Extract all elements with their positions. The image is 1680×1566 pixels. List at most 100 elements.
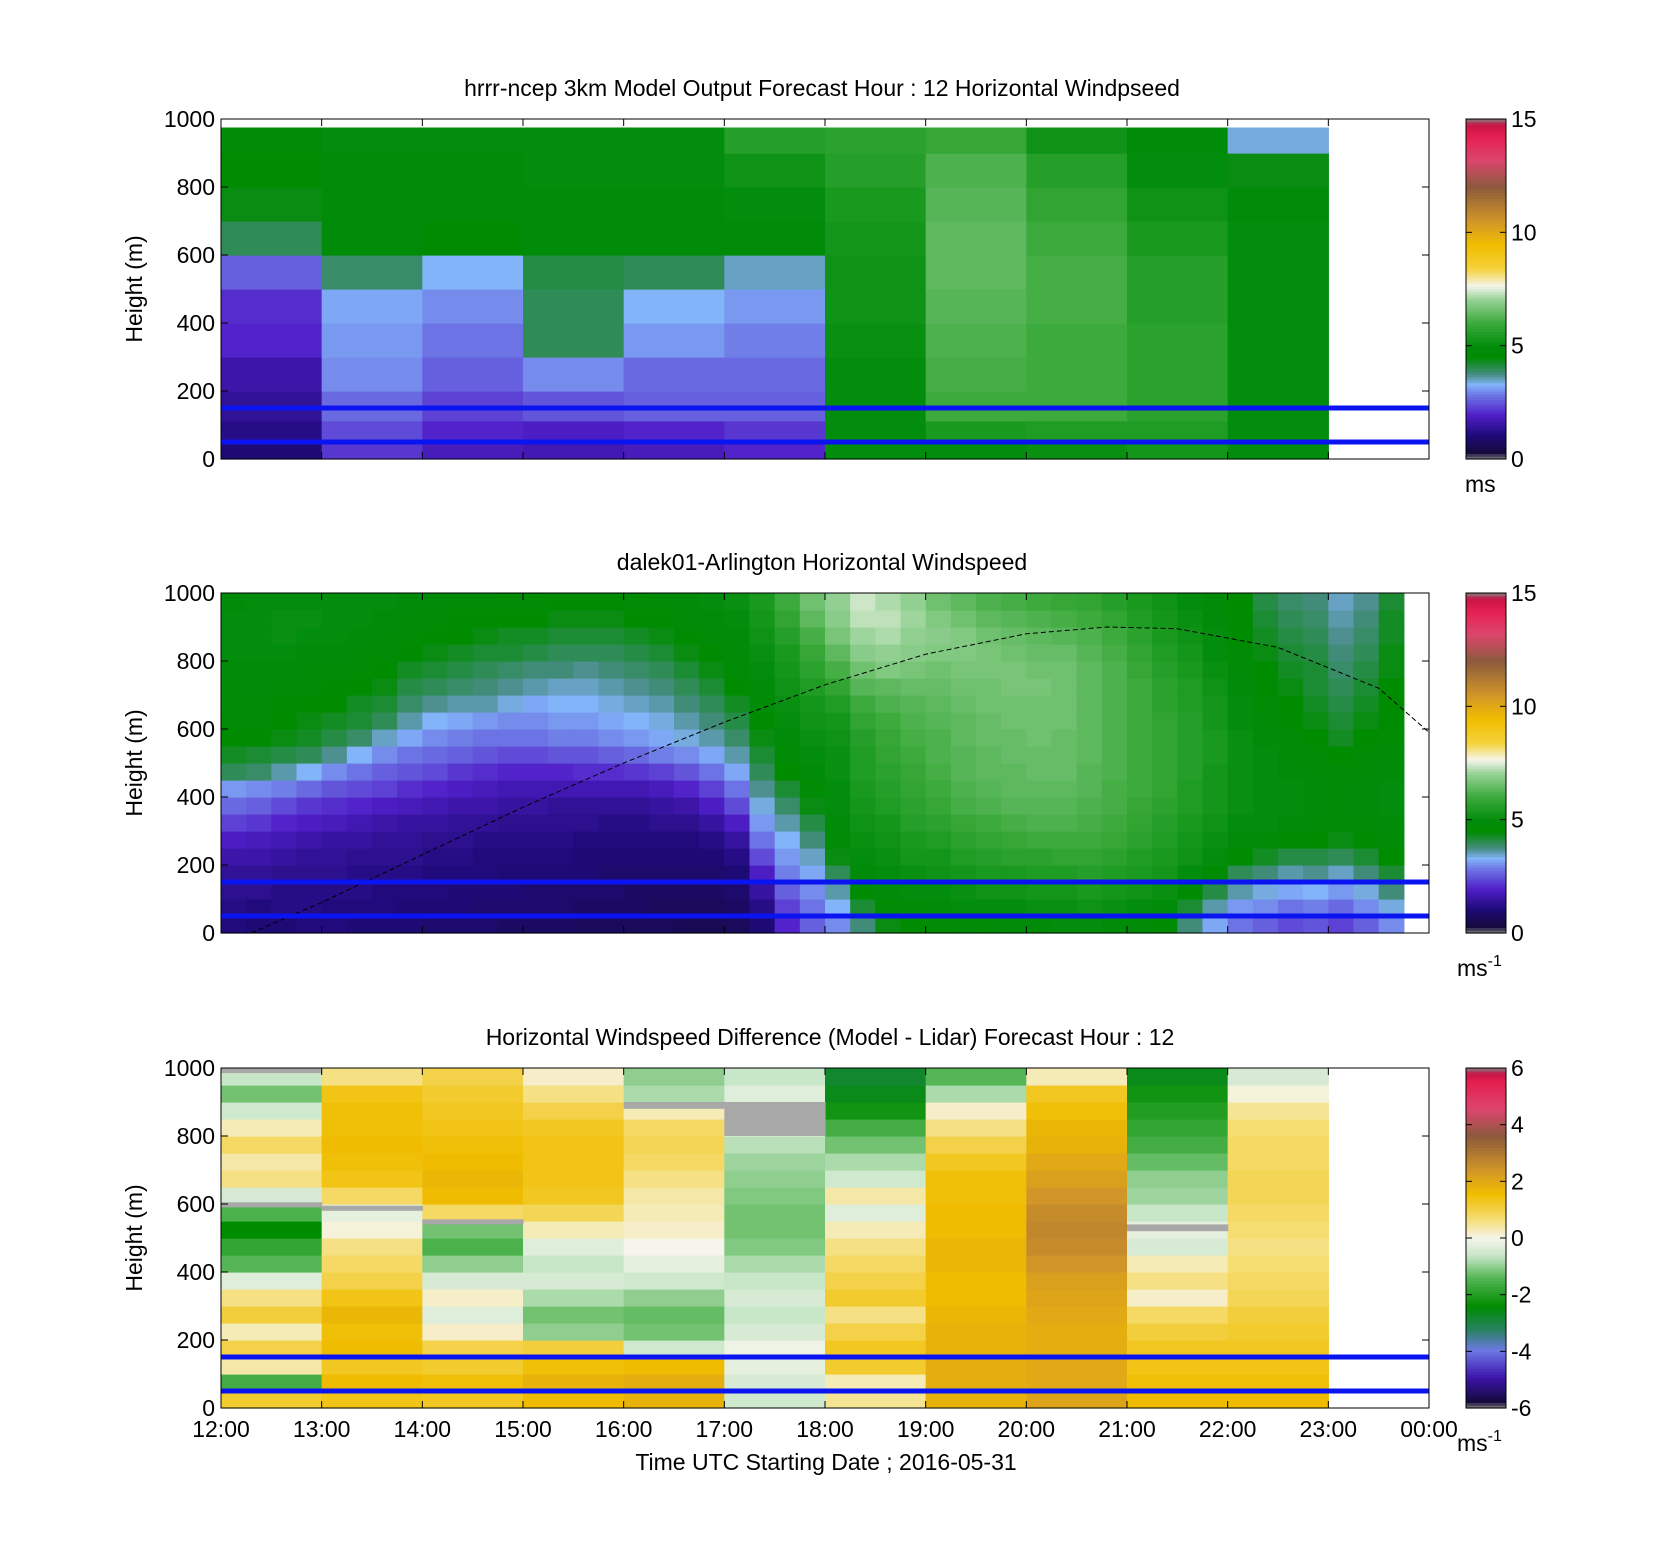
heatmap-cell	[1353, 814, 1380, 832]
heatmap-cell	[900, 746, 927, 764]
colorbar-segment	[1466, 703, 1506, 707]
heatmap-cell	[900, 593, 927, 611]
heatmap-cell	[1026, 661, 1053, 679]
heatmap-cell	[1378, 916, 1405, 934]
colorbar-segment	[1466, 399, 1506, 403]
x-tick-label: 19:00	[897, 1416, 955, 1442]
heatmap-cell	[1127, 1323, 1229, 1341]
heatmap-cell	[422, 610, 449, 628]
colorbar-segment	[1466, 629, 1506, 634]
heatmap-cell	[1353, 763, 1380, 781]
heatmap-cell	[724, 1272, 826, 1290]
heatmap-cell	[1227, 1068, 1329, 1086]
heatmap-cell	[1177, 627, 1204, 645]
heatmap-cell	[623, 1391, 725, 1409]
heatmap-cell	[397, 729, 423, 747]
colorbar-segment	[1466, 410, 1506, 415]
heatmap-cell	[724, 814, 751, 832]
heatmap-cell	[774, 797, 801, 815]
heatmap-cell	[950, 695, 977, 713]
heatmap-cell	[1202, 814, 1229, 832]
heatmap-cell	[221, 763, 247, 781]
heatmap-cell	[573, 831, 600, 849]
heatmap-cell	[1026, 1306, 1128, 1324]
heatmap-cell	[648, 780, 675, 798]
heatmap-cell	[221, 814, 247, 832]
colorbar-segment	[1466, 802, 1506, 807]
heatmap-cell	[976, 627, 1002, 645]
colorbar-segment	[1466, 1323, 1506, 1327]
heatmap-cell	[1227, 1238, 1329, 1256]
colorbar-segment	[1466, 601, 1506, 605]
heatmap-cell	[221, 1170, 323, 1188]
heatmap-cell	[1101, 729, 1128, 747]
colorbar-segment	[1466, 1385, 1506, 1389]
colorbar-segment	[1466, 447, 1506, 452]
heatmap-cell	[648, 593, 675, 611]
heatmap-cell	[271, 729, 298, 747]
heatmap-cell	[648, 865, 675, 883]
heatmap-cell	[321, 899, 348, 917]
colorbar-segment	[1466, 1113, 1506, 1117]
heatmap-cell	[573, 746, 600, 764]
heatmap-cell	[1353, 644, 1380, 662]
heatmap-cell	[925, 1255, 1027, 1273]
heatmap-cell	[724, 797, 751, 815]
heatmap-cell	[925, 1119, 1027, 1137]
colorbar-segment	[1466, 291, 1506, 296]
heatmap-cell	[523, 763, 549, 781]
heatmap-cell	[346, 695, 373, 713]
heatmap-cell	[1152, 678, 1178, 696]
colorbar-segment	[1466, 1116, 1506, 1120]
heatmap-cell	[1026, 644, 1053, 662]
heatmap-cell	[1051, 882, 1078, 900]
heatmap-cell	[1051, 678, 1078, 696]
heatmap-cell	[296, 712, 323, 730]
colorbar-segment	[1466, 300, 1506, 304]
heatmap-cell	[925, 627, 952, 645]
heatmap-cell	[472, 593, 499, 611]
heatmap-cell	[1278, 661, 1304, 679]
heatmap-cell	[1026, 1272, 1128, 1290]
heatmap-cell	[950, 882, 977, 900]
colorbar-segment	[1466, 848, 1506, 852]
colorbar-segment	[1466, 252, 1506, 256]
colorbar-segment	[1466, 342, 1506, 347]
heatmap-cell	[1252, 797, 1279, 815]
heatmap-cell	[1202, 746, 1229, 764]
heatmap-cell	[1177, 831, 1204, 849]
heatmap-cell	[1076, 729, 1103, 747]
heatmap-cell	[472, 916, 499, 934]
heatmap-cell	[1252, 865, 1279, 883]
colorbar-segment	[1466, 1107, 1506, 1112]
heatmap-cell	[1051, 848, 1078, 866]
colorbar-segment	[1466, 391, 1506, 395]
heatmap-cell	[1076, 865, 1103, 883]
heatmap-cell	[850, 916, 876, 934]
heatmap-cell	[497, 746, 524, 764]
heatmap-cell	[1026, 289, 1128, 324]
colorbar-segment	[1466, 249, 1506, 253]
colorbar-segment	[1466, 255, 1506, 259]
heatmap-cell	[724, 695, 751, 713]
heatmap-cell	[372, 763, 398, 781]
heatmap-cell	[221, 712, 247, 730]
heatmap-cell	[321, 420, 423, 443]
panel-title-difference: Horizontal Windspeed Difference (Model -…	[486, 1024, 1175, 1050]
heatmap-cell	[1127, 780, 1153, 798]
heatmap-cell	[497, 661, 524, 679]
heatmap-cell	[1026, 780, 1053, 798]
heatmap-cell	[1227, 1391, 1329, 1409]
heatmap-cell	[950, 899, 977, 917]
heatmap-cell	[825, 1391, 927, 1409]
heatmap-cell	[976, 899, 1002, 917]
colorbar-segment	[1466, 379, 1506, 384]
heatmap-cell	[1076, 746, 1103, 764]
colorbar-segment	[1466, 655, 1506, 659]
heatmap-cell	[397, 865, 423, 883]
colorbar-segment	[1466, 873, 1506, 877]
heatmap-cell	[346, 627, 373, 645]
colorbar-segment	[1466, 887, 1506, 892]
heatmap-cell	[1328, 865, 1355, 883]
heatmap-cell	[1328, 746, 1355, 764]
